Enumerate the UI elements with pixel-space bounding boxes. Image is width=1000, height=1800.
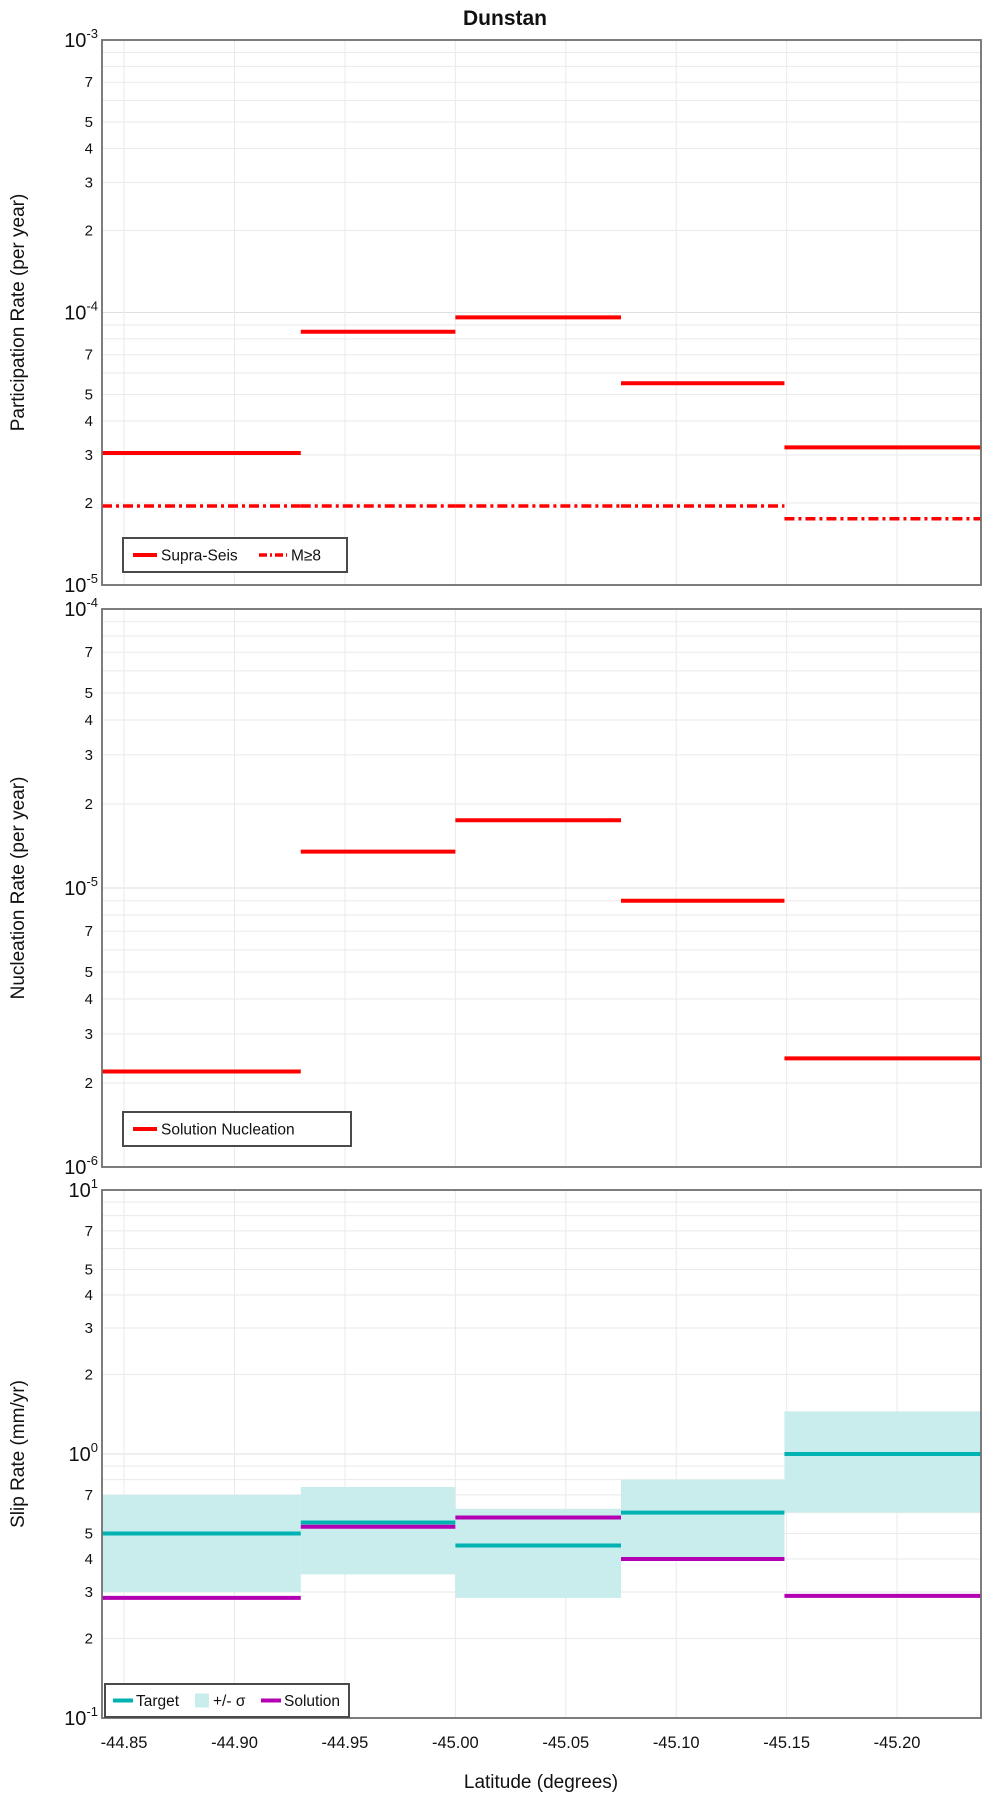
panel-border: [101, 608, 982, 1168]
panel-nucleation: 10-4 10-5 10-6 7 5 4 3 2 7 5 4 3 2 Nucleation Rate (p…: [8, 595, 982, 1179]
legend-label: Target: [136, 1693, 180, 1710]
y-tick-decade-label: 10-4: [64, 595, 98, 621]
y-tick-decade-label: 10-3: [64, 26, 98, 52]
y-tick-minor-label: 2: [85, 495, 93, 512]
band-sigma-section: [784, 1411, 981, 1513]
y-tick-minor-label: 4: [85, 1551, 93, 1568]
series-m-8: [102, 504, 981, 521]
x-tick-label: -44.95: [322, 1734, 369, 1752]
y-tick-minor-label: 3: [85, 447, 93, 464]
y-tick-decade-label: 10-5: [64, 874, 98, 900]
y-tick-minor-label: 7: [85, 74, 93, 91]
legend-label: Solution Nucleation: [161, 1122, 295, 1139]
band-sigma-section: [102, 1494, 301, 1593]
y-tick-minor-label: 7: [85, 347, 93, 364]
y-tick-minor-label: 5: [85, 685, 93, 702]
y-tick-minor-label: 4: [85, 413, 93, 430]
y-tick-minor-label: 4: [85, 991, 93, 1008]
x-tick-label: -45.00: [432, 1734, 479, 1752]
y-tick-decade-label: 10-6: [64, 1153, 98, 1179]
legend-label: Solution: [284, 1693, 340, 1710]
series-solution: [102, 1515, 981, 1600]
legend-nucleation: Solution Nucleation: [122, 1111, 352, 1147]
y-tick-minor-label: 4: [85, 712, 93, 729]
y-tick-minor-label: 5: [85, 114, 93, 131]
panel-participation: 10-3 10-4 10-5 7 5 4 3 2 7 5 4 3 2 Participation Rate…: [8, 26, 982, 597]
y-tick-minor-label: 7: [85, 644, 93, 661]
legend-label: Supra-Seis: [161, 548, 238, 565]
y-tick-decade-label: 10-5: [64, 571, 98, 597]
legend-box: [122, 1111, 352, 1147]
y-tick-minor-label: 2: [85, 796, 93, 813]
legend-label: M≥8: [291, 548, 321, 565]
panel-border: [101, 1189, 982, 1719]
y-tick-minor-label: 2: [85, 1367, 93, 1384]
legend-participation: Supra-Seis M≥8: [122, 537, 348, 573]
band-sigma-section: [455, 1508, 622, 1598]
y-tick-minor-label: 4: [85, 1287, 93, 1304]
y-tick-minor-label: 3: [85, 1026, 93, 1043]
y-tick-decade-label: 10-4: [64, 299, 98, 325]
y-tick-minor-label: 7: [85, 1487, 93, 1504]
y-tick-minor-label: 7: [85, 923, 93, 940]
y-tick-minor-label: 5: [85, 1525, 93, 1542]
y-axis-label-nucleation: Nucleation Rate (per year): [8, 777, 29, 1000]
y-axis-label-participation: Participation Rate (per year): [8, 194, 29, 432]
y-tick-decade-label: 101: [69, 1176, 98, 1202]
legend-slip-rate: Target +/- σ Solution: [104, 1683, 350, 1718]
legend-box: [122, 537, 348, 573]
legend-swatch-patch: [195, 1693, 209, 1708]
y-tick-minor-label: 7: [85, 1223, 93, 1240]
y-tick-decade-label: 100: [69, 1440, 98, 1466]
chart-title: Dunstan: [463, 7, 547, 30]
series-supra-seis: [102, 315, 981, 456]
panel-slip-rate: 101 100 10-1 7 5 4 3 2 7 5 4 3 2 Slip Rate (mm/yr) Tar…: [8, 1176, 982, 1730]
y-tick-minor-label: 3: [85, 747, 93, 764]
x-tick-label: -44.85: [101, 1734, 148, 1752]
y-tick-decade-label: 10-1: [64, 1704, 98, 1730]
y-tick-minor-label: 2: [85, 222, 93, 239]
legend-box: [104, 1683, 350, 1718]
series-target: [102, 1452, 981, 1548]
band-sigma-section: [300, 1486, 456, 1575]
x-tick-label: -44.90: [211, 1734, 258, 1752]
y-tick-minor-label: 3: [85, 174, 93, 191]
x-tick-label: -45.10: [653, 1734, 700, 1752]
panel-border: [101, 39, 982, 586]
x-tick-label: -45.05: [542, 1734, 589, 1752]
y-tick-minor-label: 2: [85, 1631, 93, 1648]
x-tick-label: -45.15: [763, 1734, 810, 1752]
y-tick-minor-label: 2: [85, 1075, 93, 1092]
y-tick-minor-label: 5: [85, 1261, 93, 1278]
y-tick-minor-label: 3: [85, 1584, 93, 1601]
band-sigma-section: [621, 1479, 785, 1560]
x-tick-label: -45.20: [874, 1734, 921, 1752]
x-axis-label: Latitude (degrees): [464, 1772, 618, 1793]
y-tick-minor-label: 5: [85, 964, 93, 981]
series-solution-nucleation: [102, 818, 981, 1074]
y-tick-minor-label: 3: [85, 1320, 93, 1337]
y-tick-minor-label: 5: [85, 387, 93, 404]
y-axis-label-slip-rate: Slip Rate (mm/yr): [8, 1380, 29, 1528]
y-tick-minor-label: 4: [85, 140, 93, 157]
legend-label: +/- σ: [213, 1693, 246, 1710]
